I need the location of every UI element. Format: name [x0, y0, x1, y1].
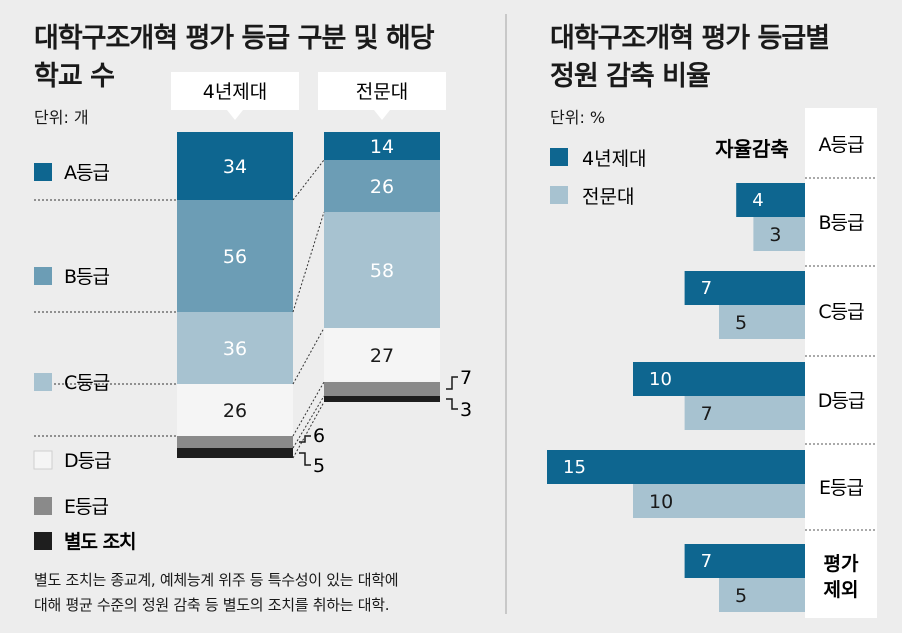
- bar-value-label: 7: [701, 403, 713, 425]
- left-panel: 대학구조개혁 평가 등급 구분 및 해당 학교 수 단위: 개 4년제대 34 56…: [33, 23, 472, 614]
- bar-segment: [324, 212, 440, 328]
- bar-segment: [177, 448, 293, 458]
- bar-value-label: 27: [370, 345, 394, 367]
- bar-value-label: 4: [752, 190, 763, 211]
- stacked-bar-chart: 4년제대 34 56 36 26 6 5 전문대 14 26 58 27 7 3 A등급 B등급 C등급 D등급 E…: [33, 72, 472, 553]
- legend-swatch: [34, 532, 52, 550]
- bar-segment: [177, 132, 293, 200]
- bar-value-label: 3: [460, 399, 472, 421]
- bar-college: [719, 578, 805, 612]
- grade-label: B등급: [819, 212, 865, 234]
- bar-college: [633, 484, 805, 518]
- bar-value-label: 6: [313, 425, 325, 447]
- bar-segment: [324, 382, 440, 396]
- grade-label: A등급: [819, 134, 864, 156]
- bar-college: [719, 305, 805, 339]
- bar-value-label: 5: [313, 455, 325, 477]
- bar-value-label: 5: [735, 312, 747, 334]
- left-unit: 단위: 개: [34, 108, 89, 127]
- legend-swatch: [34, 497, 52, 515]
- bar-value-label: 14: [370, 136, 394, 158]
- bar-value-label: 5: [735, 585, 747, 607]
- bar-segment: [324, 132, 440, 160]
- bar-value-label: 7: [701, 278, 712, 299]
- grade-column: [805, 108, 877, 618]
- legend-label: C등급: [64, 372, 110, 394]
- bar-4year: [736, 183, 805, 217]
- legend-label: E등급: [64, 496, 108, 518]
- right-panel: 대학구조개혁 평가 등급별 정원 감축 비율 단위: % A등급 B등급 C등급 D등…: [512, 0, 902, 633]
- legend-label: 전문대: [582, 186, 634, 208]
- bar-value-label: 34: [223, 156, 247, 178]
- bar-4year: [633, 362, 805, 396]
- column-header: 자율감축: [715, 137, 789, 161]
- bar-value-label: 7: [701, 551, 712, 572]
- bar-segment: [177, 312, 293, 384]
- connector-line: [292, 327, 325, 385]
- bar-college: [684, 396, 805, 430]
- grade-label: E등급: [819, 477, 863, 499]
- bar-value-label: 7: [460, 367, 472, 389]
- bar-segment: [177, 436, 293, 448]
- legend-label: 4년제대: [582, 148, 647, 170]
- connector-line: [292, 211, 325, 313]
- bar-value-label: 26: [223, 400, 247, 422]
- grade-label: D등급: [818, 390, 865, 412]
- bar-college: [753, 217, 805, 251]
- bar-4year: [684, 544, 805, 578]
- category-label: 전문대: [356, 81, 408, 103]
- callout-line: [299, 435, 311, 443]
- legend-swatch: [34, 267, 52, 285]
- right-title-line2: 정원 감축 비율: [550, 61, 711, 92]
- legend-label: A등급: [64, 162, 109, 184]
- bar-value-label: 26: [370, 176, 394, 198]
- bar-value-label: 10: [649, 369, 672, 390]
- legend-label: B등급: [64, 266, 110, 288]
- bar-value-label: 56: [223, 246, 247, 268]
- bar-segment: [324, 328, 440, 382]
- grade-label: 제외: [824, 579, 859, 601]
- category-label-bubble: [171, 72, 299, 120]
- grade-label: 평가: [824, 553, 859, 575]
- left-title-line1: 대학구조개혁 평가 등급 구분 및 해당: [34, 23, 435, 54]
- legend-swatch: [550, 148, 568, 166]
- callout-line: [446, 376, 458, 390]
- grade-label: C등급: [818, 301, 864, 323]
- callout-line: [299, 452, 311, 466]
- bar-segment: [324, 160, 440, 212]
- bar-4year: [547, 450, 805, 484]
- bar-value-label: 58: [370, 260, 394, 282]
- bar-4year: [684, 271, 805, 305]
- legend-swatch: [34, 373, 52, 391]
- connector-line: [292, 401, 325, 459]
- legend-swatch: [33, 450, 53, 470]
- panel-divider: [505, 14, 507, 614]
- category-label: 4년제대: [203, 81, 268, 103]
- legend-label: 별도 조치: [64, 531, 136, 553]
- connector-line: [292, 159, 325, 201]
- left-title-line2: 학교 수: [34, 61, 115, 92]
- legend-swatch: [550, 186, 568, 204]
- bar-value-label: 3: [769, 224, 781, 246]
- callout-line: [446, 398, 458, 410]
- footnote-line1: 별도 조치는 종교계, 예체능계 위주 등 특수성이 있는 대학에: [34, 571, 399, 589]
- bar-value-label: 36: [223, 338, 247, 360]
- bar-segment: [177, 200, 293, 312]
- legend-swatch: [34, 163, 52, 181]
- category-label-bubble: [318, 72, 446, 120]
- bar-segment: [324, 396, 440, 402]
- bar-value-label: 15: [563, 457, 586, 478]
- right-unit: 단위: %: [550, 108, 606, 127]
- footnote-line2: 대해 평균 수준의 정원 감축 등 별도의 조치를 취하는 대학.: [34, 596, 390, 614]
- bar-segment: [177, 384, 293, 436]
- right-title-line1: 대학구조개혁 평가 등급별: [550, 23, 830, 54]
- bar-value-label: 10: [649, 491, 673, 513]
- legend-label: D등급: [64, 450, 111, 472]
